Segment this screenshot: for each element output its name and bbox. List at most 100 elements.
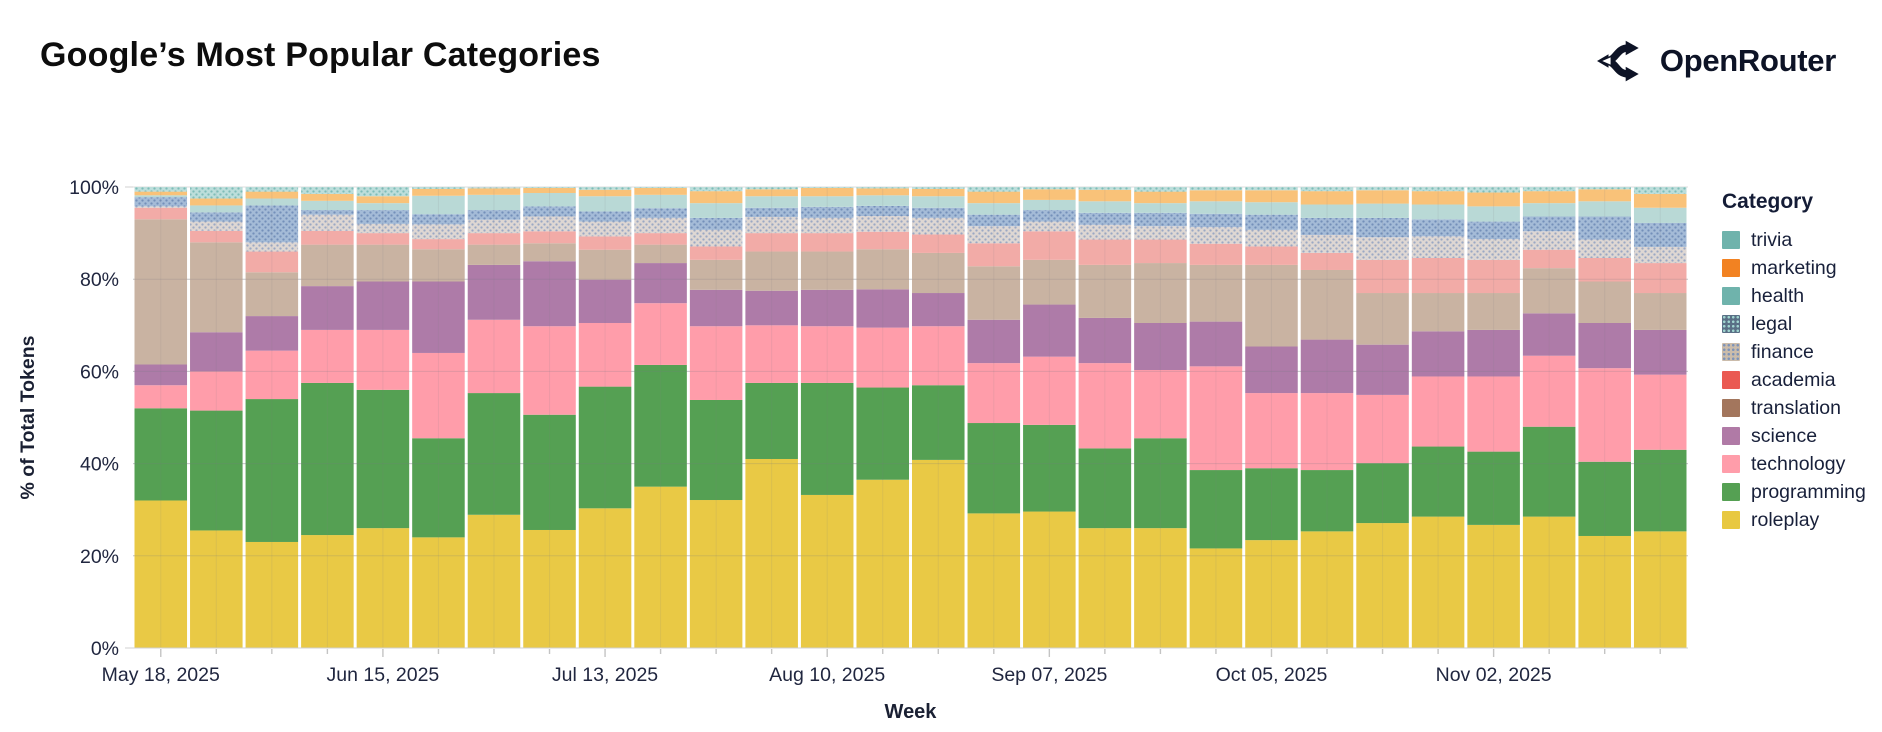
bar-segment-roleplay[interactable] [1245,540,1298,648]
bar-segment-marketing[interactable] [1189,190,1243,202]
brand-logo[interactable]: OpenRouter [1596,36,1836,86]
bar-segment-academia[interactable] [1245,246,1298,265]
bar-segment-legal[interactable] [1023,210,1076,222]
bar-segment-roleplay[interactable] [1522,516,1576,648]
bar-segment-roleplay[interactable] [1300,531,1354,648]
bar-segment-technology[interactable] [1134,370,1187,439]
bar-segment-legal[interactable] [301,210,354,215]
bar-segment-marketing[interactable] [356,196,410,204]
bar-segment-roleplay[interactable] [356,528,410,648]
bar-segment-roleplay[interactable] [523,529,576,648]
bar-segment-health[interactable] [634,194,687,209]
bar-segment-programming[interactable] [245,399,299,542]
bar-segment-science[interactable] [1578,322,1631,369]
bar-segment-science[interactable] [356,281,410,330]
bar-segment-translation[interactable] [1300,269,1354,340]
bar-segment-technology[interactable] [1522,355,1576,427]
bar-segment-roleplay[interactable] [634,486,687,648]
bar-segment-trivia[interactable] [745,187,798,190]
bar-segment-legal[interactable] [1245,214,1298,230]
legend-item-finance[interactable]: finance [1722,338,1880,366]
bar-segment-academia[interactable] [301,230,354,245]
bar-segment-trivia[interactable] [301,187,354,194]
bar-segment-trivia[interactable] [190,187,243,199]
bar-segment-health[interactable] [245,198,299,206]
bar-segment-academia[interactable] [800,233,854,252]
bar-segment-technology[interactable] [634,303,687,365]
bar-segment-translation[interactable] [1411,293,1465,332]
bar-segment-science[interactable] [1078,317,1132,364]
bar-segment-roleplay[interactable] [1134,528,1187,648]
bar-segment-academia[interactable] [1300,252,1354,270]
bar-segment-finance[interactable] [1578,239,1631,258]
bar-segment-health[interactable] [467,194,521,211]
bar-segment-health[interactable] [912,196,965,208]
bar-segment-programming[interactable] [1578,461,1631,536]
bar-segment-technology[interactable] [1467,376,1520,452]
bar-segment-programming[interactable] [634,364,687,487]
bar-segment-roleplay[interactable] [190,530,243,648]
bar-segment-translation[interactable] [634,244,687,264]
bar-segment-trivia[interactable] [1189,187,1243,191]
bar-segment-finance[interactable] [912,217,965,235]
bar-segment-finance[interactable] [134,206,188,208]
bar-segment-technology[interactable] [245,350,299,400]
bar-segment-translation[interactable] [523,243,576,262]
bar-segment-programming[interactable] [1633,449,1687,532]
bar-segment-roleplay[interactable] [912,459,965,648]
bar-segment-marketing[interactable] [967,191,1021,204]
bar-segment-marketing[interactable] [1245,190,1298,203]
bar-segment-programming[interactable] [1522,426,1576,517]
bar-segment-health[interactable] [800,196,854,207]
bar-segment-finance[interactable] [1467,239,1520,260]
bar-segment-finance[interactable] [1411,236,1465,258]
bar-segment-academia[interactable] [356,233,410,245]
bar-segment-marketing[interactable] [1356,190,1409,204]
bar-segment-legal[interactable] [356,210,410,224]
bar-segment-legal[interactable] [1522,216,1576,232]
bar-segment-finance[interactable] [1245,229,1298,247]
bar-segment-academia[interactable] [245,251,299,273]
bar-segment-trivia[interactable] [1411,187,1465,192]
bar-segment-legal[interactable] [1189,213,1243,228]
bar-segment-science[interactable] [689,289,743,327]
bar-segment-technology[interactable] [856,327,909,388]
bar-segment-science[interactable] [190,332,243,372]
bar-segment-marketing[interactable] [1522,191,1576,204]
bar-segment-legal[interactable] [134,197,188,207]
bar-segment-trivia[interactable] [1356,187,1409,191]
bar-segment-finance[interactable] [523,216,576,232]
bar-segment-marketing[interactable] [634,187,687,195]
bar-segment-roleplay[interactable] [301,535,354,648]
bar-segment-roleplay[interactable] [967,513,1021,648]
bar-segment-science[interactable] [1023,304,1076,357]
legend-item-legal[interactable]: legal [1722,310,1880,338]
bar-segment-science[interactable] [634,263,687,304]
bar-segment-legal[interactable] [1300,217,1354,235]
bar-segment-legal[interactable] [1134,212,1187,227]
bar-segment-legal[interactable] [245,205,299,243]
bar-segment-programming[interactable] [1245,468,1298,541]
bar-segment-trivia[interactable] [356,187,410,197]
bar-segment-trivia[interactable] [800,187,854,188]
bar-segment-health[interactable] [523,192,576,207]
bar-segment-trivia[interactable] [467,187,521,189]
bar-segment-academia[interactable] [745,233,798,252]
bar-segment-marketing[interactable] [1134,191,1187,204]
bar-segment-health[interactable] [1411,204,1465,220]
bar-segment-finance[interactable] [1023,221,1076,232]
bar-segment-health[interactable] [1023,199,1076,211]
bar-segment-legal[interactable] [856,205,909,217]
bar-segment-roleplay[interactable] [1356,523,1409,648]
bar-segment-technology[interactable] [578,322,632,387]
bar-segment-translation[interactable] [1578,281,1631,323]
bar-segment-legal[interactable] [1078,212,1132,225]
bar-segment-trivia[interactable] [412,187,465,189]
bar-segment-academia[interactable] [190,230,243,243]
bar-segment-legal[interactable] [467,210,521,220]
bar-segment-translation[interactable] [1633,293,1687,330]
bar-segment-roleplay[interactable] [1467,524,1520,648]
bar-segment-science[interactable] [578,279,632,323]
bar-segment-translation[interactable] [578,249,632,280]
bar-segment-roleplay[interactable] [1023,511,1076,648]
